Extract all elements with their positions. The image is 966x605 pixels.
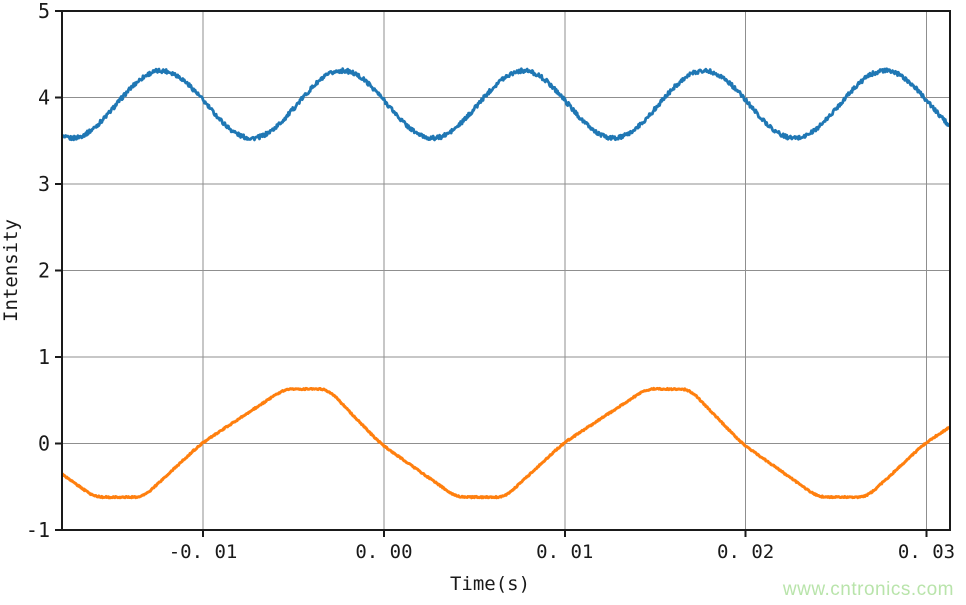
y-tick-label: 4 <box>38 86 50 110</box>
series-group <box>62 67 950 500</box>
x-axis-label: Time(s) <box>450 573 530 595</box>
x-tick-label: -0. 01 <box>169 541 238 563</box>
y-axis-label: Intensity <box>0 219 22 322</box>
y-tick-label: -1 <box>26 518 50 542</box>
y-tick-label: 0 <box>38 432 50 456</box>
y-tick-label: 1 <box>38 345 50 369</box>
series-orange-distorted-sine <box>62 386 950 500</box>
y-tick-label: 3 <box>38 172 50 196</box>
watermark: www.cntronics.com <box>782 579 954 600</box>
plot-border <box>61 10 951 531</box>
x-tick-label: 0. 02 <box>717 541 774 563</box>
x-tick-label: 0. 01 <box>536 541 593 563</box>
x-tick-label: 0. 00 <box>355 541 412 563</box>
y-tick-label: 5 <box>38 0 50 23</box>
series-blue-noisy-sine <box>62 67 950 142</box>
x-tick-label: 0. 03 <box>898 541 955 563</box>
y-tick-label: 2 <box>38 259 50 283</box>
